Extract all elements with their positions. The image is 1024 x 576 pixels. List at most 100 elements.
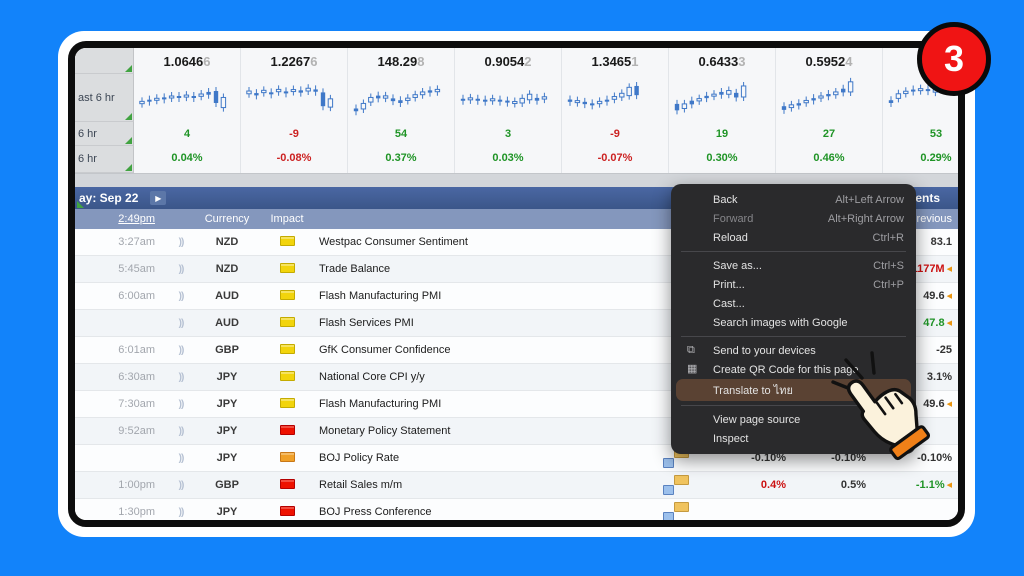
event-name[interactable]: BOJ Policy Rate bbox=[319, 452, 400, 464]
previous-value: -25 bbox=[936, 344, 952, 356]
menu-item-search-images-with-google[interactable]: Search images with Google bbox=[671, 313, 916, 332]
browser-viewport-frame: ast 6 hr 6 hr 6 hr 1.06466 4 0.04% 1.22676 -9-… bbox=[68, 41, 965, 527]
ticker-cell[interactable]: 1.22676 -9 -0.08% bbox=[241, 48, 348, 173]
alert-speaker-icon[interactable]: )) bbox=[178, 506, 185, 518]
ticker-price-fraction: 4 bbox=[845, 54, 853, 69]
previous: -0.10% bbox=[872, 452, 958, 464]
ticker-price: 1.34651 bbox=[592, 48, 639, 74]
alert-speaker-icon[interactable]: )) bbox=[178, 263, 185, 275]
ticker-cell[interactable]: 148.298 54 0.37% bbox=[348, 48, 455, 173]
ticker-cell[interactable]: 0.90542 3 0.03% bbox=[455, 48, 562, 173]
browser-context-menu: Back Alt+Left Arrow Forward Alt+Right Arrow… bbox=[671, 184, 916, 454]
event-name[interactable]: National Core CPI y/y bbox=[319, 371, 425, 383]
ticker-price: 1.06466 bbox=[164, 48, 211, 74]
timeframe-cell[interactable]: 6 hr bbox=[75, 122, 134, 146]
event-name[interactable]: Westpac Consumer Sentiment bbox=[319, 236, 468, 248]
menu-separator bbox=[681, 251, 906, 252]
event-name[interactable]: Monetary Policy Statement bbox=[319, 425, 451, 437]
event-name[interactable]: Flash Manufacturing PMI bbox=[319, 290, 442, 302]
impact-cell bbox=[255, 424, 319, 438]
ticker-percent-change: 0.29% bbox=[920, 152, 952, 164]
impact-cell bbox=[255, 262, 319, 276]
alert-speaker-icon[interactable]: )) bbox=[178, 290, 185, 302]
corner-triangle-icon bbox=[125, 113, 132, 120]
ticker-cell[interactable]: 1.34651 -9 -0.07% bbox=[562, 48, 669, 173]
menu-item-cast[interactable]: Cast... bbox=[671, 294, 916, 313]
menu-item-create-qr-code-for-this-page[interactable]: ▦ Create QR Code for this page bbox=[671, 360, 916, 379]
ticker-percent-change: 0.04% bbox=[171, 152, 203, 164]
event-name[interactable]: Trade Balance bbox=[319, 263, 391, 275]
ticker-percent-change: -0.08% bbox=[276, 152, 312, 164]
revised-marker-icon: ◀ bbox=[946, 266, 952, 273]
next-day-button[interactable]: ▶ bbox=[150, 191, 167, 205]
current-time-link[interactable]: 2:49pm bbox=[118, 213, 155, 225]
menu-item-send-to-your-devices[interactable]: ⧉ Send to your devices bbox=[671, 341, 916, 360]
alert-speaker-icon[interactable]: )) bbox=[178, 236, 185, 248]
event-name[interactable]: Retail Sales m/m bbox=[319, 479, 403, 491]
table-row[interactable]: 1:00pm)) GBP Retail Sales m/m 0.4% 0.5% -1.1%… bbox=[75, 472, 958, 499]
previous: -1177M ◀ bbox=[872, 263, 958, 275]
previous: -1.1% ◀ bbox=[872, 479, 958, 491]
timeframe-cell[interactable]: 6 hr bbox=[75, 146, 134, 173]
impact-cell bbox=[255, 478, 319, 492]
event-time: 6:01am bbox=[118, 344, 155, 356]
corner-triangle-icon bbox=[77, 201, 84, 208]
ticker-cell[interactable]: 1.06466 4 0.04% bbox=[134, 48, 241, 173]
ticker-cell[interactable]: 0.64333 19 0.30% bbox=[669, 48, 776, 173]
corner-triangle-icon bbox=[125, 164, 132, 171]
impact-red-icon bbox=[279, 505, 295, 516]
candlestick-sparkline bbox=[241, 74, 347, 122]
menu-item-save-as[interactable]: Save as... Ctrl+S bbox=[671, 256, 916, 275]
calendar-date-label: ay: Sep 22 bbox=[75, 191, 138, 208]
forecast: -0.10% bbox=[792, 452, 872, 464]
ticker-percent-change: 0.37% bbox=[385, 152, 417, 164]
event-name[interactable]: Flash Services PMI bbox=[319, 317, 414, 329]
menu-item-label: Send to your devices bbox=[713, 344, 816, 357]
actual-value: -0.10% bbox=[751, 452, 786, 464]
corner-triangle-icon bbox=[125, 137, 132, 144]
currency-code: GBP bbox=[215, 479, 239, 491]
alert-speaker-icon[interactable]: )) bbox=[178, 317, 185, 329]
ticker-price-main: 1.3465 bbox=[591, 54, 632, 69]
menu-item-label: Cast... bbox=[713, 297, 745, 310]
event-name[interactable]: Flash Manufacturing PMI bbox=[319, 398, 442, 410]
alert-speaker-icon[interactable]: )) bbox=[178, 371, 185, 383]
ticker-pip-change: -9 bbox=[289, 128, 299, 140]
menu-item-inspect[interactable]: Inspect bbox=[671, 429, 916, 448]
table-row[interactable]: 1:30pm)) JPY BOJ Press Conference bbox=[75, 499, 958, 520]
alert-speaker-icon[interactable]: )) bbox=[178, 398, 185, 410]
event-name[interactable]: BOJ Press Conference bbox=[319, 506, 432, 518]
ticker-cell[interactable]: 53 0.29% bbox=[883, 48, 958, 173]
timeframe-cell[interactable] bbox=[75, 48, 134, 74]
alert-speaker-icon[interactable]: )) bbox=[178, 479, 185, 491]
previous-value: 3.1% bbox=[926, 371, 952, 383]
revised-marker-icon: ◀ bbox=[946, 482, 952, 489]
currency-code: NZD bbox=[215, 236, 239, 248]
menu-item-reload[interactable]: Reload Ctrl+R bbox=[671, 228, 916, 247]
menu-item-print[interactable]: Print... Ctrl+P bbox=[671, 275, 916, 294]
currency-code: AUD bbox=[215, 290, 239, 302]
event-name[interactable]: GfK Consumer Confidence bbox=[319, 344, 451, 356]
impact-yellow-icon bbox=[279, 289, 295, 300]
ticker-cell[interactable]: 0.59524 27 0.46% bbox=[776, 48, 883, 173]
alert-speaker-icon[interactable]: )) bbox=[178, 425, 185, 437]
alert-speaker-icon[interactable]: )) bbox=[178, 452, 185, 464]
ticker-price-fraction: 6 bbox=[310, 54, 318, 69]
alert-speaker-icon[interactable]: )) bbox=[178, 344, 185, 356]
previous-value: -1177M bbox=[907, 263, 945, 275]
actual: 0.4% bbox=[714, 479, 792, 491]
menu-item-label: Forward bbox=[713, 212, 754, 225]
currency-column-header: Currency bbox=[204, 213, 250, 225]
event-time: 1:30pm bbox=[118, 506, 155, 518]
ticker-pip-change: -9 bbox=[610, 128, 620, 140]
impact-red-icon bbox=[279, 478, 295, 489]
menu-separator bbox=[681, 405, 906, 406]
menu-item-view-page-source[interactable]: View page source bbox=[671, 410, 916, 429]
previous-value: 49.6 bbox=[923, 290, 945, 302]
timeframe-cell[interactable]: ast 6 hr bbox=[75, 74, 134, 122]
actual-value: 0.4% bbox=[760, 479, 786, 491]
menu-item-forward: Forward Alt+Right Arrow bbox=[671, 209, 916, 228]
ticker-pip-change: 4 bbox=[183, 128, 191, 140]
menu-item-back[interactable]: Back Alt+Left Arrow bbox=[671, 190, 916, 209]
currency-code: NZD bbox=[215, 263, 239, 275]
